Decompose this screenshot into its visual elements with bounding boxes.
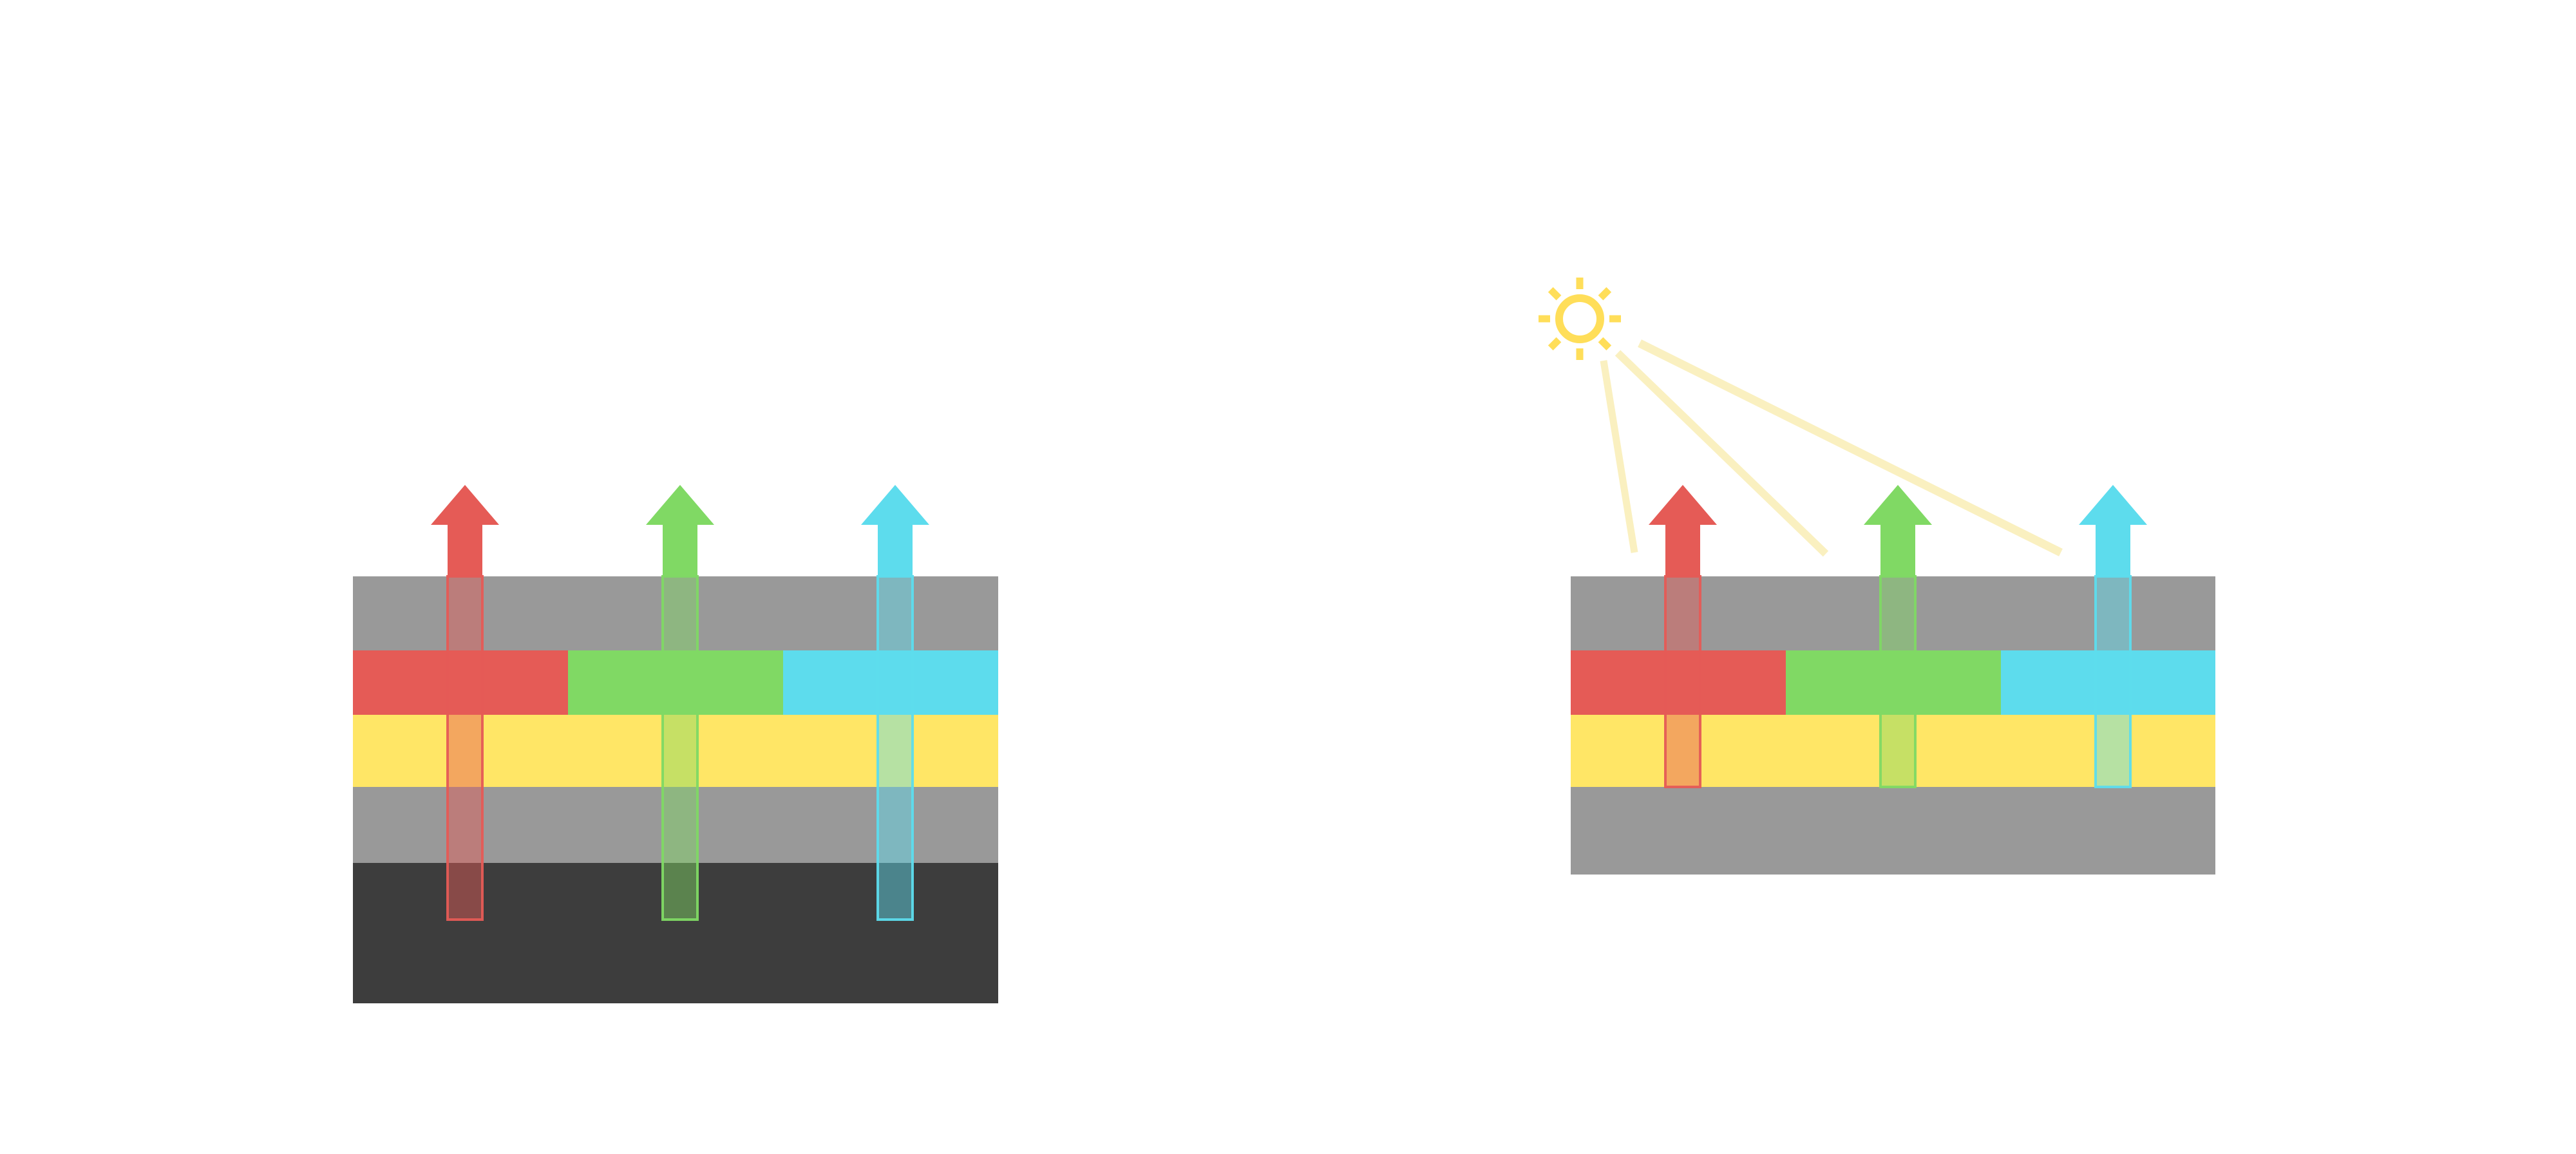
- left-panel-arrow-shafts: [446, 575, 914, 921]
- yellow-layer: [353, 715, 998, 787]
- light-ray-3: [1638, 339, 2063, 556]
- green-band: [568, 650, 783, 715]
- mid-gray-layer: [353, 787, 998, 863]
- sun-ray-4: [1598, 337, 1612, 351]
- right-panel-layers: [1571, 576, 2215, 875]
- green-arrow-head: [1864, 485, 1932, 576]
- green-arrow-shaft: [661, 575, 699, 921]
- panels-group: [353, 485, 2215, 1003]
- right-panel-arrows-above: [1649, 485, 2147, 576]
- left-panel-arrows-above: [431, 485, 929, 576]
- green-arrow-head: [646, 485, 714, 576]
- sun-ring: [1555, 294, 1604, 343]
- cyan-band: [783, 650, 998, 715]
- top-gray-layer: [1571, 576, 2215, 650]
- red-band: [1571, 650, 1786, 715]
- rgb-color-filter-layer: [353, 650, 998, 715]
- cyan-arrow-shaft: [2094, 575, 2132, 788]
- left-panel-layers: [353, 576, 998, 1003]
- red-arrow-shaft: [446, 575, 484, 921]
- cyan-arrow-head: [2079, 485, 2147, 576]
- left-panel: [353, 485, 998, 1003]
- light-ray-2: [1615, 350, 1829, 557]
- green-arrow-shaft: [1879, 575, 1917, 788]
- cyan-band: [2001, 650, 2215, 715]
- yellow-layer: [1571, 715, 2215, 787]
- red-arrow-head: [1649, 485, 1717, 576]
- sun-icon: [1539, 278, 1621, 360]
- light-rays-group: [1600, 339, 2063, 557]
- red-arrow-shaft: [1664, 575, 1701, 788]
- green-band: [1786, 650, 2001, 715]
- cyan-arrow-shaft: [876, 575, 914, 921]
- dark-absorber-layer: [353, 863, 998, 1003]
- light-ray-1: [1600, 360, 1638, 553]
- cyan-arrow-head: [861, 485, 929, 576]
- bottom-gray-layer: [1571, 787, 2215, 875]
- top-gray-layer: [353, 576, 998, 650]
- right-panel-arrow-shafts: [1664, 575, 2132, 788]
- sun-ray-8: [1548, 287, 1562, 301]
- red-arrow-head: [431, 485, 499, 576]
- sun-ray-6: [1548, 337, 1562, 351]
- right-panel: [1571, 485, 2215, 875]
- red-band: [353, 650, 568, 715]
- rgb-color-filter-layer: [1571, 650, 2215, 715]
- sun-ray-2: [1598, 287, 1612, 301]
